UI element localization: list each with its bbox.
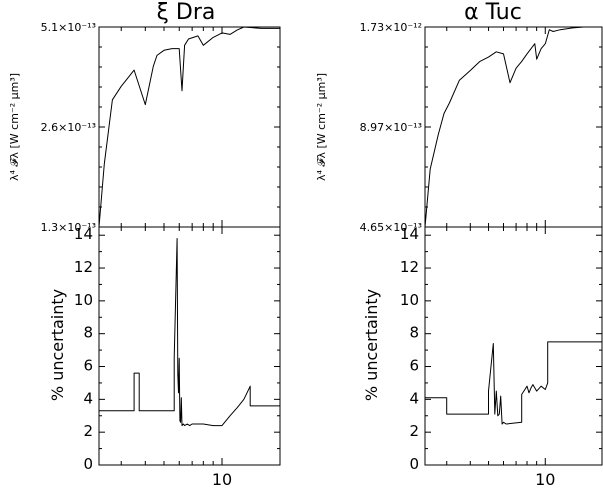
y-tick-label: 12 <box>74 258 93 276</box>
series-line <box>425 341 602 425</box>
y-tick-label: 10 <box>400 291 419 309</box>
y-axis-label-uncertainty-left: % uncertainty <box>48 289 67 401</box>
y-tick-label: 2 <box>409 422 419 440</box>
y-tick-label: 4.65×10⁻¹³ <box>360 221 422 234</box>
y-tick-label: 14 <box>74 225 93 243</box>
y-axis-label-uncertainty-right: % uncertainty <box>362 289 381 401</box>
y-tick-label: 2 <box>83 422 93 440</box>
panel-frame <box>424 26 603 228</box>
y-tick-label: 8.97×10⁻¹³ <box>360 121 422 134</box>
y-tick-label: 2.6×10⁻¹³ <box>41 121 96 134</box>
y-axis-label-flux-left: λ⁴ 𝓕λ [W cm⁻² μm³] <box>8 73 21 181</box>
y-tick-label: 6 <box>409 357 419 375</box>
y-tick-label: 10 <box>74 291 93 309</box>
panel-title-alpha-tuc: α Tuc <box>464 0 522 25</box>
panel-title-xi-dra: ξ Dra <box>157 0 216 25</box>
panel-frame <box>98 226 281 466</box>
y-tick-label: 6 <box>83 357 93 375</box>
y-tick-label: 8 <box>409 324 419 342</box>
y-tick-label: 12 <box>400 258 419 276</box>
y-tick-label: 8 <box>83 324 93 342</box>
y-tick-label: 4 <box>409 389 419 407</box>
panel-frame <box>424 226 603 466</box>
y-tick-label: 1.3×10⁻¹³ <box>41 221 96 234</box>
y-tick-label: 1.73×10⁻¹² <box>360 21 422 34</box>
series-line <box>424 26 602 228</box>
y-tick-label: 4 <box>83 389 93 407</box>
series-line <box>99 238 280 427</box>
y-tick-label: 0 <box>83 455 93 473</box>
panel-frame <box>98 26 281 228</box>
y-tick-label: 14 <box>400 225 419 243</box>
series-line <box>98 26 280 228</box>
y-tick-label: 5.1×10⁻¹³ <box>41 21 96 34</box>
x-tick-label: 10 <box>535 470 555 489</box>
y-tick-label: 0 <box>409 455 419 473</box>
x-tick-label: 10 <box>212 470 232 489</box>
y-axis-label-flux-right: λ⁴ 𝓕λ [W cm⁻² μm³] <box>315 73 328 181</box>
